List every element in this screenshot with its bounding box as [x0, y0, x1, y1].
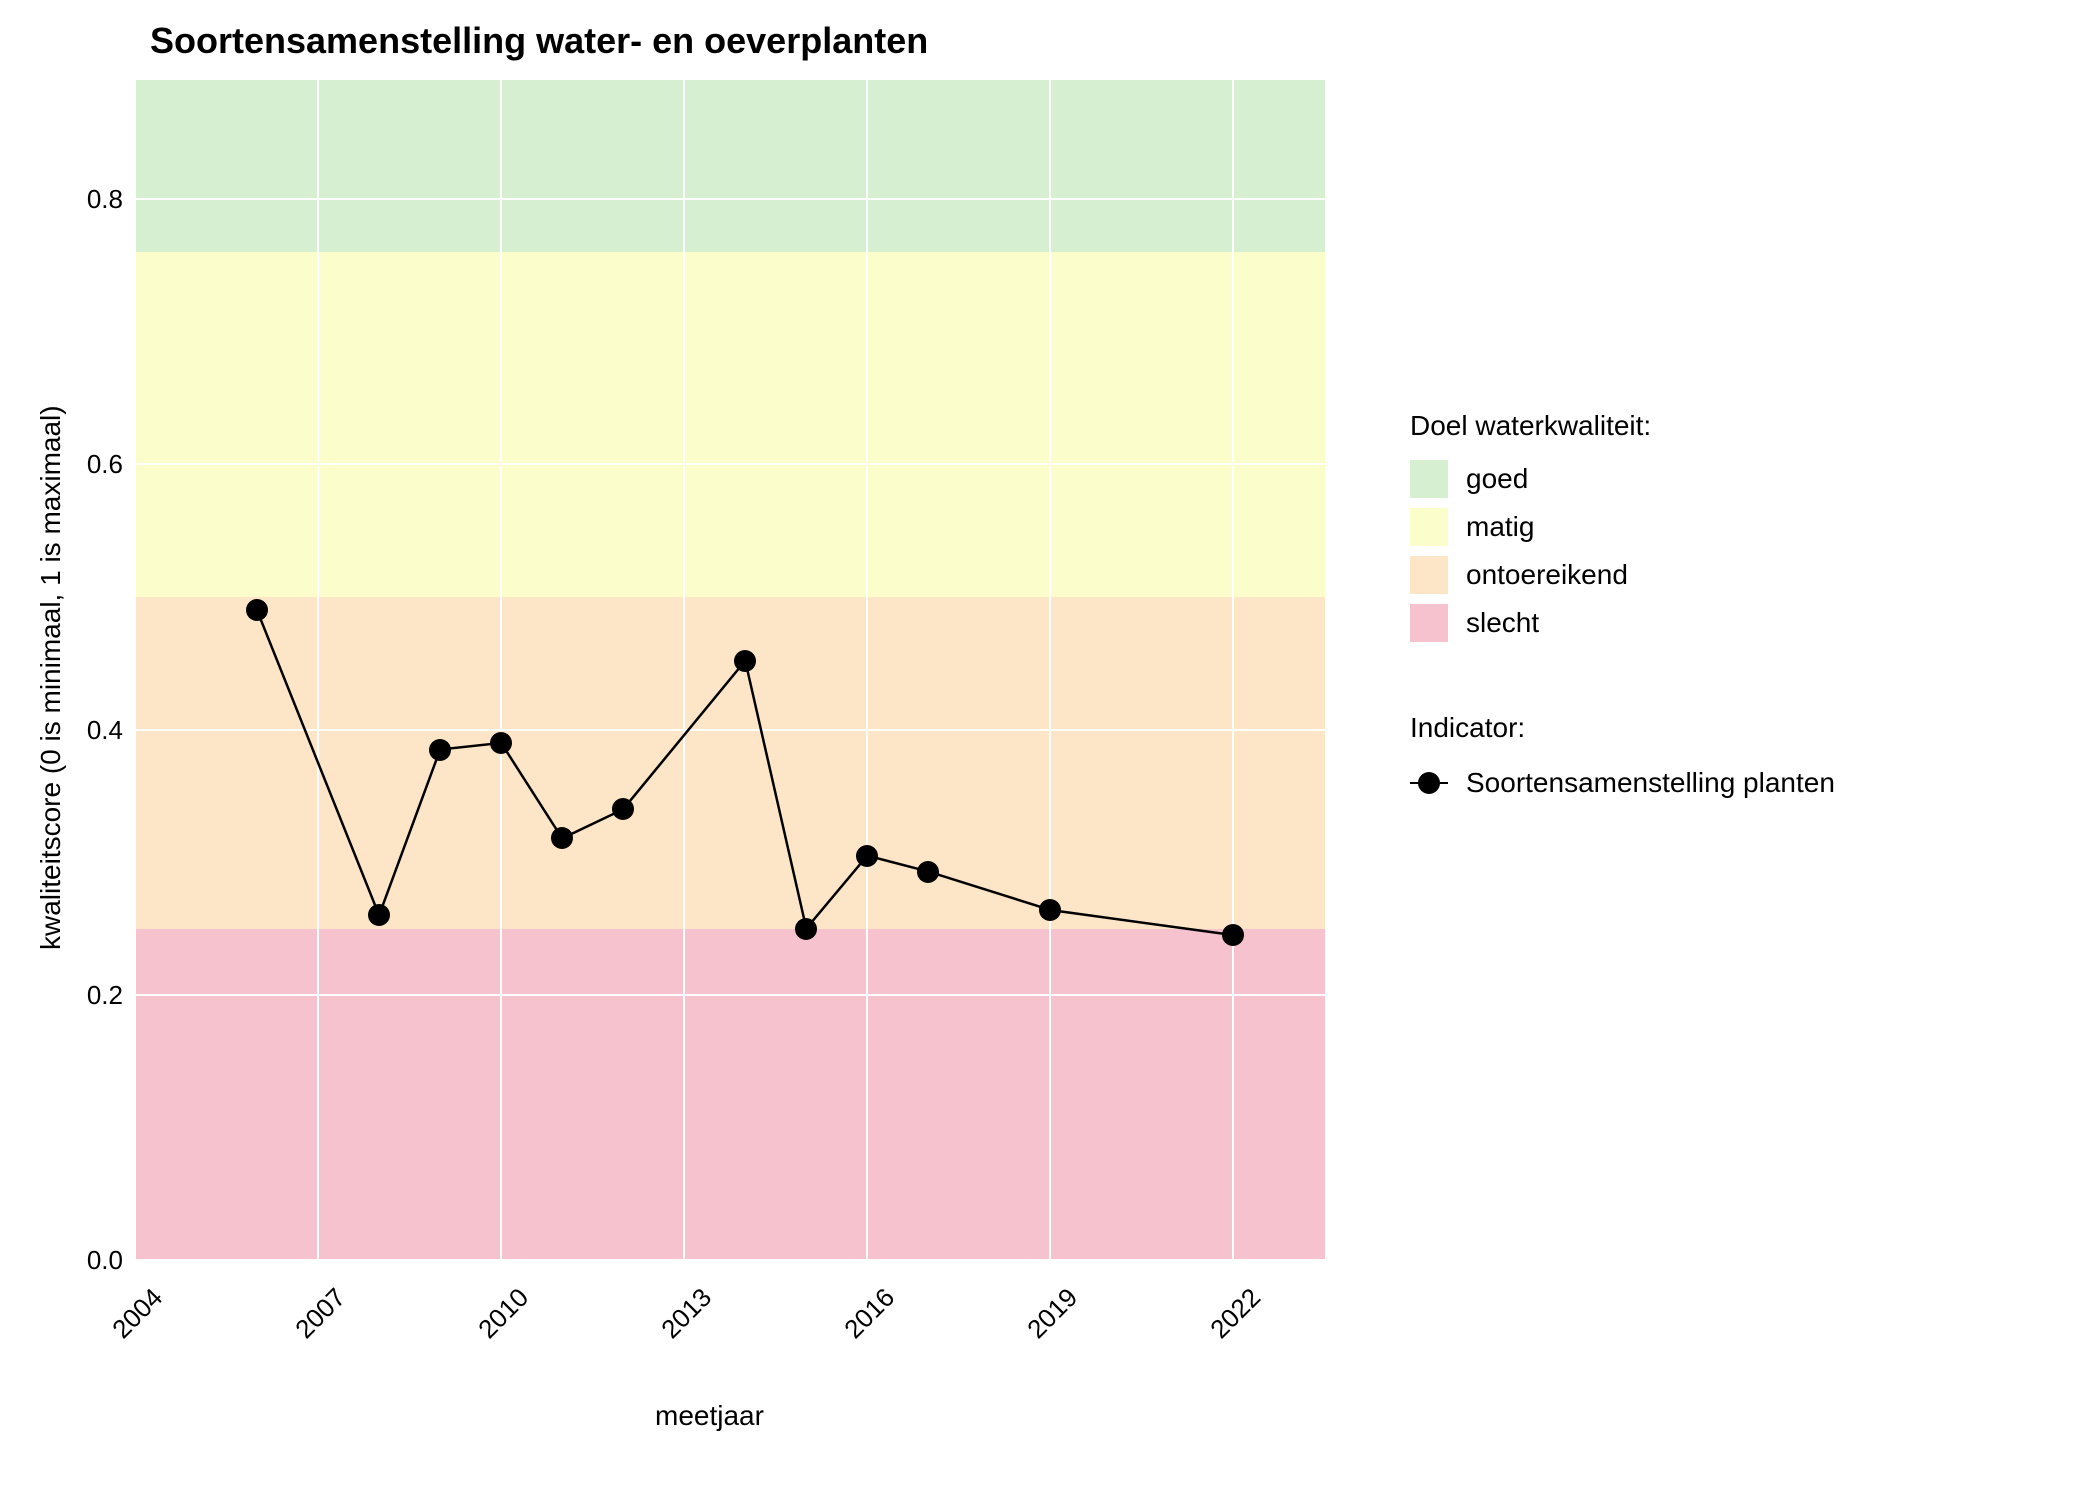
x-tick-label: 2010 [464, 1282, 535, 1353]
legend-title: Doel waterkwaliteit: [1410, 410, 1835, 442]
y-axis-label: kwaliteitscore (0 is minimaal, 1 is maxi… [35, 405, 67, 950]
legend-item-label: matig [1466, 511, 1534, 543]
legend-swatch-icon [1410, 604, 1448, 642]
legend-item-label: ontoereikend [1466, 559, 1628, 591]
data-point [429, 739, 451, 761]
y-tick-label: 0.2 [87, 980, 123, 1011]
data-point [1222, 924, 1244, 946]
plot-area [135, 80, 1325, 1260]
legend-item-ontoereikend: ontoereikend [1410, 556, 1835, 594]
legend-swatch-icon [1410, 556, 1448, 594]
chart-container: Soortensamenstelling water- en oeverplan… [0, 0, 2100, 1500]
legend-item-matig: matig [1410, 508, 1835, 546]
x-tick-label: 2004 [98, 1282, 169, 1353]
legend-indicator-title: Indicator: [1410, 712, 1835, 744]
y-tick-label: 0.0 [87, 1245, 123, 1276]
chart-title: Soortensamenstelling water- en oeverplan… [150, 20, 928, 62]
legend-indicator-label: Soortensamenstelling planten [1466, 767, 1835, 799]
legend-item-label: slecht [1466, 607, 1539, 639]
data-point [551, 827, 573, 849]
data-point [917, 861, 939, 883]
legend-items: goed matig ontoereikend slecht [1410, 460, 1835, 642]
data-point [490, 732, 512, 754]
legend-swatch-icon [1410, 508, 1448, 546]
x-axis-label: meetjaar [655, 1400, 764, 1432]
x-tick-label: 2007 [281, 1282, 352, 1353]
legend-item-slecht: slecht [1410, 604, 1835, 642]
data-point [368, 904, 390, 926]
legend-indicator-dot-icon [1418, 772, 1440, 794]
x-tick-label: 2019 [1013, 1282, 1084, 1353]
data-point [856, 845, 878, 867]
y-tick-label: 0.8 [87, 184, 123, 215]
y-tick-label: 0.4 [87, 715, 123, 746]
x-tick-label: 2013 [647, 1282, 718, 1353]
data-point [246, 599, 268, 621]
data-point [1039, 899, 1061, 921]
legend-indicator-item: Soortensamenstelling planten [1410, 764, 1835, 802]
data-point [734, 650, 756, 672]
x-tick-label: 2016 [830, 1282, 901, 1353]
data-point [795, 918, 817, 940]
legend-item-goed: goed [1410, 460, 1835, 498]
x-tick-label: 2022 [1196, 1282, 1267, 1353]
legend: Doel waterkwaliteit: goed matig ontoereike… [1410, 410, 1835, 802]
series-line [135, 80, 1325, 1260]
legend-item-label: goed [1466, 463, 1528, 495]
legend-indicator-symbol [1410, 764, 1448, 802]
y-tick-label: 0.6 [87, 449, 123, 480]
data-point [612, 798, 634, 820]
legend-swatch-icon [1410, 460, 1448, 498]
